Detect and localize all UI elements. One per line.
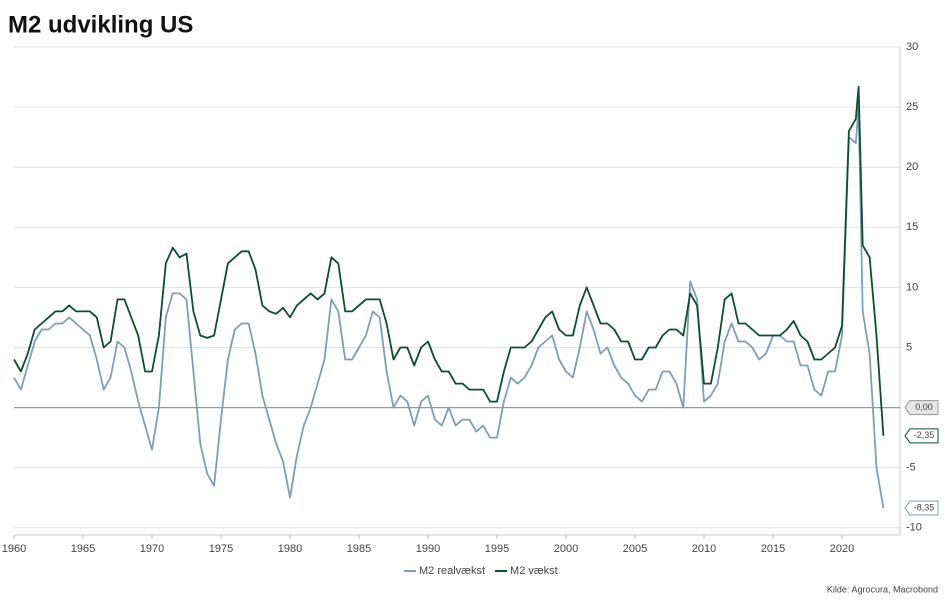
x-tick-label: 2015 <box>761 543 785 555</box>
x-tick-label: 2010 <box>692 543 716 555</box>
chart-title: M2 udvikling US <box>8 11 193 38</box>
x-tick-label: 2000 <box>554 543 578 555</box>
y-tick-label: 15 <box>906 221 918 233</box>
x-tick-label: 1970 <box>140 543 164 555</box>
x-tick-label: 1995 <box>485 543 509 555</box>
x-tick-label: 1980 <box>278 543 302 555</box>
annotation-box <box>904 500 939 516</box>
annotation-label: 0,00 <box>915 402 933 412</box>
annotation-box <box>904 400 939 416</box>
y-tick-label: 20 <box>906 161 918 173</box>
y-tick-label: -5 <box>906 462 916 474</box>
x-tick-label: 2005 <box>623 543 647 555</box>
source: Kilde: Agrocura, Macrobond <box>827 584 938 594</box>
y-tick-label: 30 <box>906 41 918 53</box>
x-tick-label: 1990 <box>416 543 440 555</box>
series-line <box>13 85 885 436</box>
y-tick-label: 5 <box>906 341 912 353</box>
annotation-label: -8,35 <box>914 502 935 512</box>
x-tick-label: 1965 <box>71 543 95 555</box>
x-tick-label: 1975 <box>209 543 233 555</box>
series-line <box>13 106 885 509</box>
annotation-box <box>904 428 939 444</box>
x-tick-label: 1985 <box>347 543 371 555</box>
x-tick-label: 1960 <box>2 543 26 555</box>
annotation-label: -2,35 <box>914 430 935 440</box>
legend-label: M2 vækst <box>510 565 558 577</box>
legend-label: M2 realvækst <box>419 565 485 577</box>
y-tick-label: 10 <box>906 281 918 293</box>
x-tick-label: 2020 <box>830 543 854 555</box>
y-tick-label: 25 <box>906 101 918 113</box>
y-tick-label: -10 <box>906 522 922 534</box>
